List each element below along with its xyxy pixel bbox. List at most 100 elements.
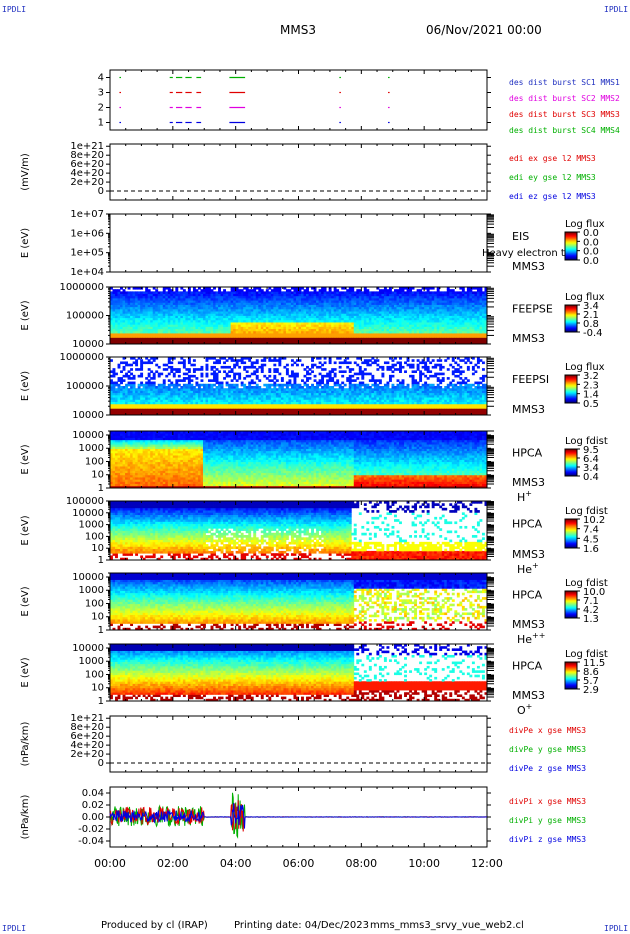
spectrogram-cell <box>245 326 249 330</box>
spectrogram-cell <box>155 319 159 323</box>
spectrogram-cell <box>298 341 302 345</box>
spectrogram-cell <box>147 341 151 345</box>
spectrogram-cell <box>273 287 277 290</box>
spectrogram-cell <box>250 326 254 330</box>
spectrogram-cell <box>110 293 113 297</box>
spectrogram-cell <box>167 300 171 303</box>
spectrogram-cell <box>120 287 123 290</box>
spectrogram-cell <box>235 304 239 308</box>
spectrogram-cell <box>162 289 166 292</box>
spectrogram-cell <box>213 322 216 325</box>
spectrogram-cell <box>195 368 199 371</box>
spectrogram-cell <box>132 361 136 365</box>
spectrogram-cell <box>215 300 219 303</box>
spectrogram-cell <box>120 295 123 299</box>
spectrogram-cell <box>132 326 136 330</box>
spectrogram-cell <box>197 324 201 327</box>
spectrogram-cell <box>177 326 181 330</box>
spectrogram-cell <box>142 341 146 345</box>
spectrogram-cell <box>142 333 146 336</box>
spectrogram-cell <box>275 335 279 338</box>
spectrogram-cell <box>180 341 184 345</box>
spectrogram-cell <box>170 291 174 294</box>
spectrogram-cell <box>205 306 209 310</box>
spectrogram-cell <box>197 383 201 387</box>
spectrogram-cell <box>152 306 156 310</box>
spectrogram-cell <box>210 297 214 301</box>
spectrogram-cell <box>135 319 139 323</box>
spectrogram-cell <box>265 339 269 343</box>
spectrogram-cell <box>150 308 154 312</box>
spectrogram-cell <box>253 308 257 312</box>
spectrogram-cell <box>147 368 151 371</box>
spectrogram-cell <box>182 401 186 405</box>
spectrogram-cell <box>270 295 274 299</box>
spectrogram-cell <box>268 328 272 332</box>
spectrogram-cell <box>311 337 314 341</box>
spectrogram-cell <box>220 324 224 327</box>
spectrogram-cell <box>185 368 189 371</box>
spectrogram-cell <box>293 306 297 310</box>
spectrogram-cell <box>177 317 181 321</box>
spectrogram-cell <box>177 328 181 332</box>
spectrogram-cell <box>404 291 407 294</box>
spectrogram-cell <box>275 317 279 321</box>
spectrogram-cell <box>230 295 234 299</box>
spectrogram-cell <box>265 289 269 292</box>
spectrogram-cell <box>147 333 151 336</box>
spectrogram-cell <box>285 304 289 308</box>
spectrogram-cell <box>295 328 299 332</box>
spectrogram-cell <box>233 297 237 301</box>
spectrogram-cell <box>288 328 292 332</box>
spectrogram-cell <box>215 317 219 321</box>
spectrogram-cell <box>273 313 277 316</box>
spectrogram-cell <box>268 335 272 338</box>
spectrogram-cell <box>258 335 262 338</box>
spectrogram-cell <box>137 368 141 371</box>
spectrogram-cell <box>240 330 244 334</box>
spectrogram-cell <box>187 302 191 305</box>
spectrogram-cell <box>265 335 269 338</box>
spectrogram-cell <box>253 293 257 297</box>
spectrogram-cell <box>132 295 136 299</box>
spectrogram-cell <box>225 295 229 299</box>
spectrogram-cell <box>185 304 189 308</box>
spectrogram-cell <box>135 313 139 316</box>
spectrogram-cell <box>308 291 312 294</box>
spectrogram-cell <box>135 388 139 391</box>
spectrogram-cell <box>218 328 221 332</box>
spectrogram-cell <box>248 311 252 314</box>
spectrogram-cell <box>263 297 267 301</box>
spectrogram-cell <box>258 302 262 305</box>
spectrogram-cell <box>273 315 277 319</box>
spectrogram-cell <box>182 291 186 294</box>
spectrogram-cell <box>293 317 297 321</box>
spectrogram-cell <box>190 324 194 327</box>
spectrogram-cell <box>112 328 116 332</box>
spectrogram-cell <box>145 335 149 338</box>
spectrogram-cell <box>175 379 179 382</box>
spectrogram-cell <box>202 289 206 292</box>
spectrogram-cell <box>110 313 113 316</box>
spectrogram-cell <box>285 335 289 338</box>
spectrogram-cell <box>275 324 279 327</box>
spectrogram-cell <box>245 308 249 312</box>
spectrogram-cell <box>218 300 221 303</box>
spectrogram-cell <box>165 304 169 308</box>
spectrogram-cell <box>182 317 186 321</box>
spectrogram-cell <box>431 291 435 294</box>
spectrogram-cell <box>215 328 219 332</box>
spectrogram-cell <box>285 319 289 323</box>
spectrogram-cell <box>187 326 191 330</box>
spectrogram-cell <box>165 363 169 367</box>
spectrogram-cell <box>260 289 264 292</box>
spectrogram-cell <box>215 326 219 330</box>
spectrogram-cell <box>280 302 284 305</box>
spectrogram-cell <box>258 337 262 341</box>
spectrogram-cell <box>167 339 171 343</box>
spectrogram-cell <box>190 300 194 303</box>
spectrogram-cell <box>205 300 209 303</box>
spectrogram-cell <box>172 324 176 327</box>
spectrogram-cell <box>110 297 113 301</box>
spectrogram-cell <box>210 317 214 321</box>
